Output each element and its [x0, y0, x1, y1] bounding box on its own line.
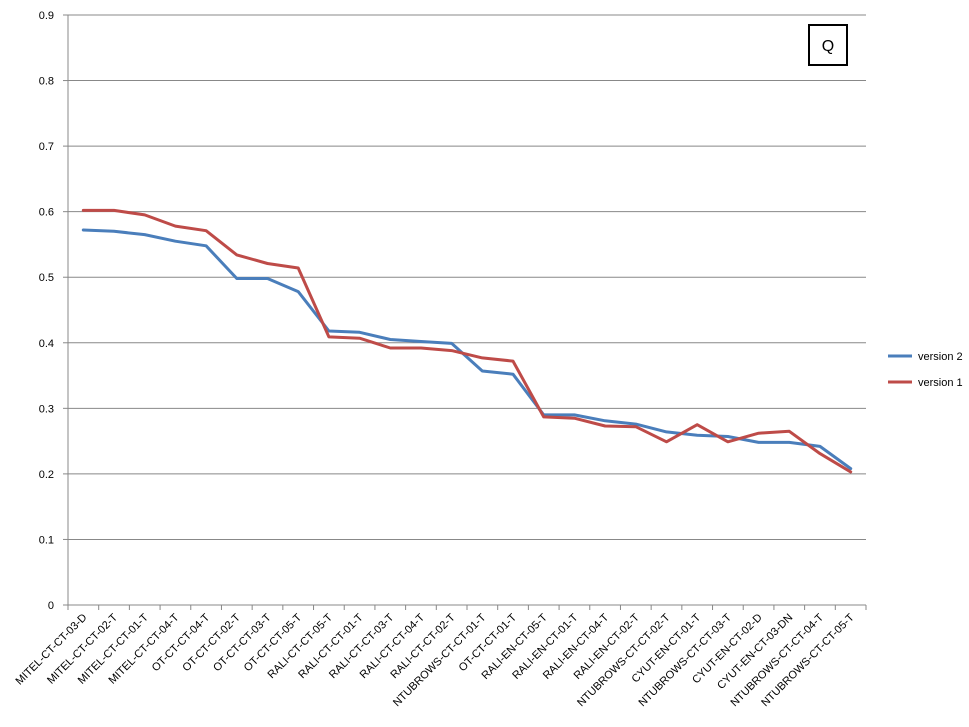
y-tick-label: 0 — [48, 600, 54, 612]
y-tick-label: 0.6 — [39, 207, 54, 219]
corner-label: Q — [822, 38, 834, 55]
corner-label-box: Q — [808, 24, 848, 66]
y-tick-label: 0.2 — [39, 469, 54, 481]
axes — [63, 14, 867, 610]
series-line-0 — [81, 228, 853, 471]
legend-label-0: version 2 — [918, 351, 963, 363]
y-tick-label: 0.5 — [39, 272, 54, 284]
legend-label-1: version 1 — [918, 377, 963, 389]
y-tick-label: 0.8 — [39, 76, 54, 88]
y-tick-label: 0.7 — [39, 141, 54, 153]
corner-label-frame — [808, 24, 848, 66]
y-tick-label: 0.1 — [39, 534, 54, 546]
y-axis-tick-labels: 0 0.1 0.2 0.3 0.4 0.5 0.6 0.7 0.8 0.9 — [39, 10, 54, 612]
y-tick-label: 0.3 — [39, 403, 54, 415]
legend: version 2 version 1 — [888, 351, 963, 389]
y-tick-label: 0.4 — [39, 338, 54, 350]
gridlines — [68, 14, 866, 540]
series-lines — [81, 208, 853, 474]
series-line-1 — [81, 208, 853, 474]
y-tick-label: 0.9 — [39, 10, 54, 22]
